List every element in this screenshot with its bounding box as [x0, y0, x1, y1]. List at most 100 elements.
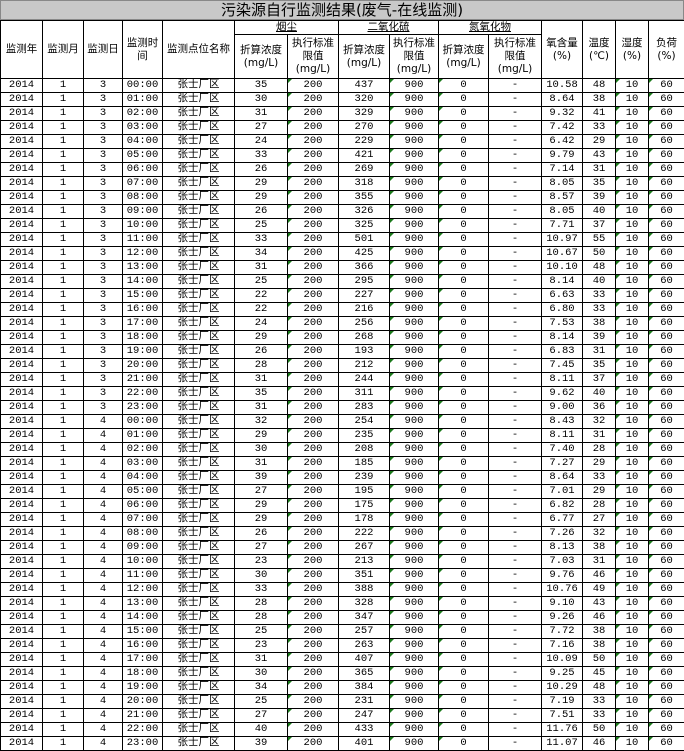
cell-month[interactable]: 1 — [43, 191, 84, 205]
cell-month[interactable]: 1 — [43, 695, 84, 709]
cell-humidity[interactable]: 10 — [616, 317, 649, 331]
cell-so2-limit[interactable]: 900 — [390, 513, 439, 527]
cell-humidity[interactable]: 10 — [616, 121, 649, 135]
cell-so2-limit[interactable]: 900 — [390, 681, 439, 695]
cell-month[interactable]: 1 — [43, 709, 84, 723]
cell-humidity[interactable]: 10 — [616, 737, 649, 751]
cell-month[interactable]: 1 — [43, 149, 84, 163]
cell-month[interactable]: 1 — [43, 163, 84, 177]
cell-smoke-limit[interactable]: 200 — [288, 611, 339, 625]
cell-nox-conc[interactable]: 0 — [439, 345, 489, 359]
cell-temperature[interactable]: 38 — [583, 93, 616, 107]
cell-oxygen[interactable]: 6.82 — [542, 499, 583, 513]
cell-temperature[interactable]: 33 — [583, 289, 616, 303]
cell-smoke-conc[interactable]: 30 — [235, 93, 288, 107]
cell-day[interactable]: 4 — [84, 457, 123, 471]
cell-month[interactable]: 1 — [43, 121, 84, 135]
cell-location[interactable]: 张士厂区 — [163, 177, 235, 191]
cell-nox-conc[interactable]: 0 — [439, 625, 489, 639]
cell-year[interactable]: 2014 — [1, 667, 43, 681]
cell-load[interactable]: 60 — [649, 401, 684, 415]
cell-humidity[interactable]: 10 — [616, 177, 649, 191]
cell-location[interactable]: 张士厂区 — [163, 107, 235, 121]
cell-time[interactable]: 01:00 — [123, 93, 163, 107]
cell-humidity[interactable]: 10 — [616, 471, 649, 485]
cell-so2-conc[interactable]: 244 — [339, 373, 390, 387]
cell-oxygen[interactable]: 8.57 — [542, 191, 583, 205]
cell-time[interactable]: 05:00 — [123, 149, 163, 163]
cell-nox-limit[interactable]: - — [489, 331, 542, 345]
cell-humidity[interactable]: 10 — [616, 303, 649, 317]
cell-year[interactable]: 2014 — [1, 317, 43, 331]
cell-location[interactable]: 张士厂区 — [163, 303, 235, 317]
cell-year[interactable]: 2014 — [1, 723, 43, 737]
cell-so2-limit[interactable]: 900 — [390, 373, 439, 387]
cell-location[interactable]: 张士厂区 — [163, 331, 235, 345]
cell-smoke-limit[interactable]: 200 — [288, 513, 339, 527]
cell-oxygen[interactable]: 6.83 — [542, 345, 583, 359]
cell-month[interactable]: 1 — [43, 331, 84, 345]
cell-month[interactable]: 1 — [43, 415, 84, 429]
cell-day[interactable]: 4 — [84, 471, 123, 485]
cell-temperature[interactable]: 28 — [583, 443, 616, 457]
cell-oxygen[interactable]: 9.25 — [542, 667, 583, 681]
cell-so2-limit[interactable]: 900 — [390, 597, 439, 611]
cell-load[interactable]: 60 — [649, 415, 684, 429]
cell-temperature[interactable]: 27 — [583, 513, 616, 527]
cell-time[interactable]: 23:00 — [123, 737, 163, 751]
cell-smoke-limit[interactable]: 200 — [288, 373, 339, 387]
cell-oxygen[interactable]: 9.76 — [542, 569, 583, 583]
cell-location[interactable]: 张士厂区 — [163, 79, 235, 93]
cell-location[interactable]: 张士厂区 — [163, 737, 235, 751]
cell-load[interactable]: 60 — [649, 499, 684, 513]
cell-humidity[interactable]: 10 — [616, 499, 649, 513]
cell-load[interactable]: 60 — [649, 93, 684, 107]
cell-load[interactable]: 60 — [649, 723, 684, 737]
cell-so2-conc[interactable]: 425 — [339, 247, 390, 261]
cell-load[interactable]: 60 — [649, 541, 684, 555]
cell-nox-conc[interactable]: 0 — [439, 135, 489, 149]
cell-nox-limit[interactable]: - — [489, 191, 542, 205]
cell-oxygen[interactable]: 10.76 — [542, 583, 583, 597]
cell-load[interactable]: 60 — [649, 149, 684, 163]
cell-oxygen[interactable]: 11.76 — [542, 723, 583, 737]
cell-oxygen[interactable]: 7.26 — [542, 527, 583, 541]
cell-so2-limit[interactable]: 900 — [390, 387, 439, 401]
cell-oxygen[interactable]: 7.14 — [542, 163, 583, 177]
cell-day[interactable]: 3 — [84, 205, 123, 219]
cell-location[interactable]: 张士厂区 — [163, 429, 235, 443]
cell-oxygen[interactable]: 8.14 — [542, 275, 583, 289]
cell-nox-limit[interactable]: - — [489, 625, 542, 639]
cell-nox-conc[interactable]: 0 — [439, 233, 489, 247]
cell-nox-conc[interactable]: 0 — [439, 695, 489, 709]
cell-so2-limit[interactable]: 900 — [390, 471, 439, 485]
cell-so2-limit[interactable]: 900 — [390, 611, 439, 625]
cell-year[interactable]: 2014 — [1, 429, 43, 443]
cell-humidity[interactable]: 10 — [616, 359, 649, 373]
cell-year[interactable]: 2014 — [1, 709, 43, 723]
cell-time[interactable]: 19:00 — [123, 681, 163, 695]
cell-temperature[interactable]: 48 — [583, 261, 616, 275]
cell-oxygen[interactable]: 10.58 — [542, 79, 583, 93]
cell-so2-limit[interactable]: 900 — [390, 555, 439, 569]
cell-load[interactable]: 60 — [649, 275, 684, 289]
cell-month[interactable]: 1 — [43, 233, 84, 247]
cell-smoke-conc[interactable]: 29 — [235, 499, 288, 513]
cell-month[interactable]: 1 — [43, 107, 84, 121]
cell-month[interactable]: 1 — [43, 527, 84, 541]
cell-nox-limit[interactable]: - — [489, 121, 542, 135]
cell-so2-conc[interactable]: 326 — [339, 205, 390, 219]
cell-so2-conc[interactable]: 239 — [339, 471, 390, 485]
cell-smoke-conc[interactable]: 30 — [235, 443, 288, 457]
cell-nox-limit[interactable]: - — [489, 373, 542, 387]
cell-nox-limit[interactable]: - — [489, 709, 542, 723]
cell-temperature[interactable]: 31 — [583, 345, 616, 359]
cell-day[interactable]: 3 — [84, 247, 123, 261]
cell-nox-limit[interactable]: - — [489, 499, 542, 513]
cell-day[interactable]: 3 — [84, 359, 123, 373]
cell-humidity[interactable]: 10 — [616, 653, 649, 667]
cell-smoke-limit[interactable]: 200 — [288, 177, 339, 191]
cell-load[interactable]: 60 — [649, 625, 684, 639]
cell-time[interactable]: 09:00 — [123, 205, 163, 219]
cell-so2-conc[interactable]: 318 — [339, 177, 390, 191]
